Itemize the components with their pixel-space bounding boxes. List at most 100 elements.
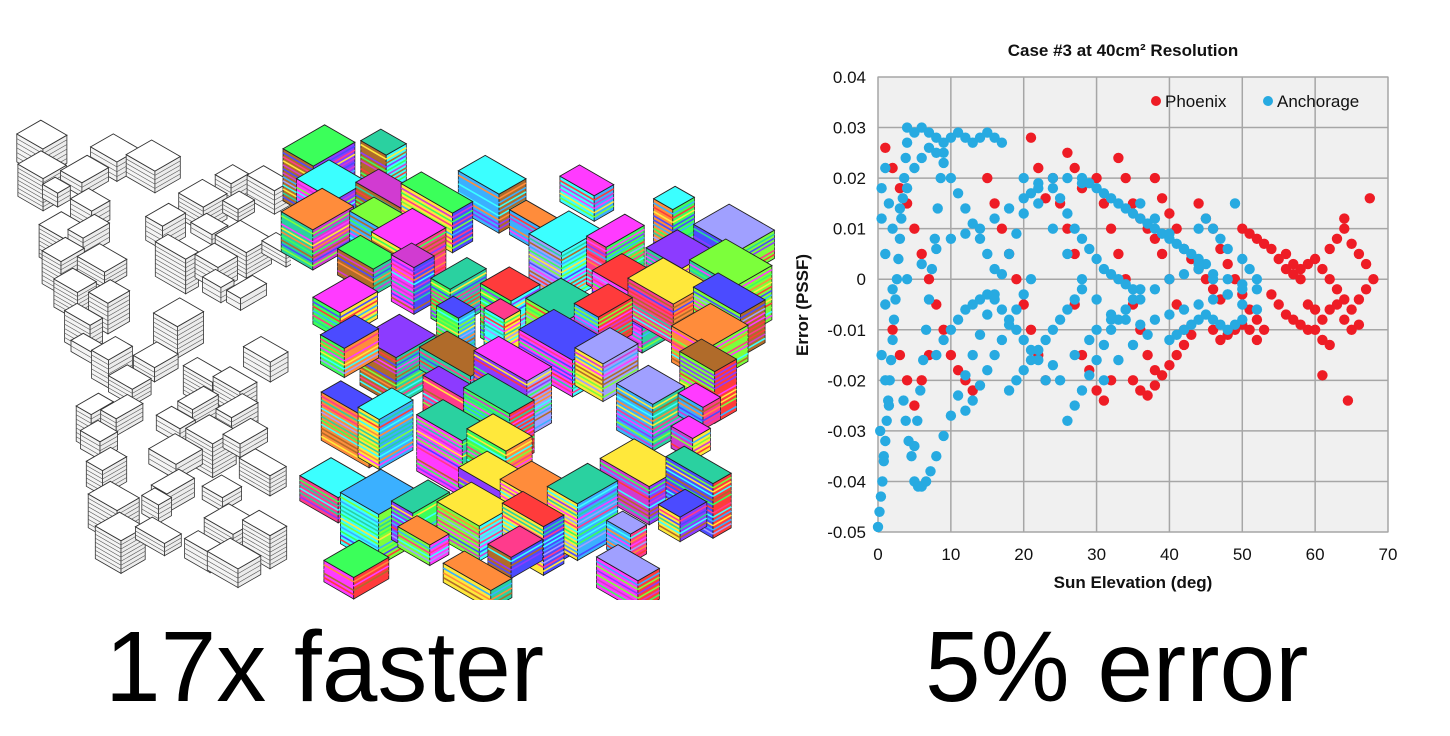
floor-line [483,319,505,333]
floor-line [574,355,604,373]
floor-line [158,501,172,510]
floor-line [413,259,435,273]
floor-line [222,204,239,214]
building-roof [595,544,661,582]
floor-line [269,478,287,489]
floor-line [586,243,607,256]
point-phoenix [1309,304,1321,315]
floor-line [543,538,565,552]
floor-line [593,200,615,214]
floor-line [108,355,133,370]
floor-line [606,523,631,539]
point-anchorage [897,193,908,204]
floor-line [237,560,261,574]
floor-line [596,565,639,591]
point-phoenix [1309,324,1321,335]
point-anchorage [901,137,913,148]
building-roof [212,366,258,393]
floor-line [596,582,628,600]
floor-line [107,294,130,308]
point-anchorage [1069,400,1080,411]
floor-line [518,340,573,374]
floor-line [390,287,415,303]
floor-line [385,147,407,160]
floor-line [574,380,604,399]
point-anchorage [1098,375,1110,386]
floor-line [483,311,505,325]
floor-line [596,569,639,595]
floor-line [126,158,156,176]
floor-line [665,460,714,489]
floor-line [509,403,535,419]
floor-line [353,560,390,583]
floor-line [320,354,345,370]
floor-line [177,408,193,418]
point-phoenix [1339,213,1350,224]
point-phoenix [1127,198,1139,209]
floor-line [672,213,695,228]
floor-line [665,472,714,502]
point-anchorage [1207,314,1219,325]
point-phoenix [1244,228,1255,239]
point-anchorage [1047,360,1059,371]
building-roof [282,124,356,167]
floor-line [528,253,562,274]
point-anchorage [925,466,936,477]
point-phoenix [1105,223,1117,234]
point-anchorage [1149,213,1161,224]
point-anchorage [1003,248,1015,260]
point-phoenix [1266,289,1277,300]
data-points [872,122,1379,533]
point-phoenix [1120,172,1131,184]
point-phoenix [1317,370,1328,381]
floor-line [543,546,565,560]
building-roof [692,272,767,315]
floor-line [337,252,374,275]
floor-line [155,258,186,277]
floor-line [510,546,544,567]
building-roof [214,164,250,185]
point-anchorage [1062,415,1073,426]
floor-line [712,485,732,497]
floor-line [457,178,500,204]
point-anchorage [1222,274,1233,285]
floor-line [70,345,93,359]
point-anchorage [1033,344,1044,356]
floor-line [77,264,105,281]
floor-line [452,209,474,223]
point-anchorage [945,132,957,143]
point-anchorage [872,521,884,533]
floor-line [269,554,287,565]
point-anchorage [881,415,892,426]
floor-line [280,247,314,267]
floor-line [239,461,271,481]
point-phoenix [967,385,978,396]
point-anchorage [982,365,993,376]
floor-line [145,225,163,236]
floor-line [429,545,450,558]
floor-line [148,458,177,475]
floor-line [436,313,459,328]
floor-line [155,250,186,269]
building-roof [189,212,229,236]
floor-line [102,460,127,476]
point-anchorage [960,370,971,381]
point-anchorage [974,380,986,391]
floor-line [120,547,146,562]
x-tick-label: 70 [1379,545,1398,564]
floor-line [712,514,732,527]
floor-line [86,465,103,476]
floor-line [378,445,414,467]
floor-line [360,143,387,160]
floor-line [269,546,287,557]
floor-line [337,261,374,283]
floor-line [616,404,654,427]
floor-line [630,532,647,544]
floor-line [543,550,565,564]
floor-line [679,517,708,535]
building-roof [76,243,128,273]
point-phoenix [1346,324,1357,335]
floor-line [510,542,544,563]
floor-line [340,521,380,546]
floor-line [452,227,474,241]
